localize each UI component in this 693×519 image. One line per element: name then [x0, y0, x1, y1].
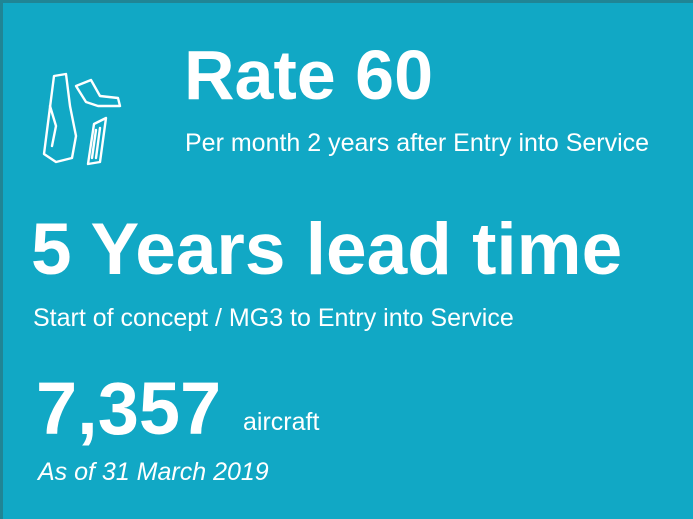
- rate-subtitle: Per month 2 years after Entry into Servi…: [185, 126, 675, 161]
- aircraft-icon: [36, 66, 136, 166]
- rate-title: Rate 60: [184, 40, 433, 110]
- fleet-note: As of 31 March 2019: [38, 455, 269, 490]
- info-panel: Rate 60 Per month 2 years after Entry in…: [0, 0, 693, 519]
- fleet-unit: aircraft: [243, 405, 319, 440]
- lead-time-subtitle: Start of concept / MG3 to Entry into Ser…: [33, 301, 514, 336]
- fleet-count: 7,357: [36, 372, 221, 446]
- lead-time-title: 5 Years lead time: [31, 213, 622, 286]
